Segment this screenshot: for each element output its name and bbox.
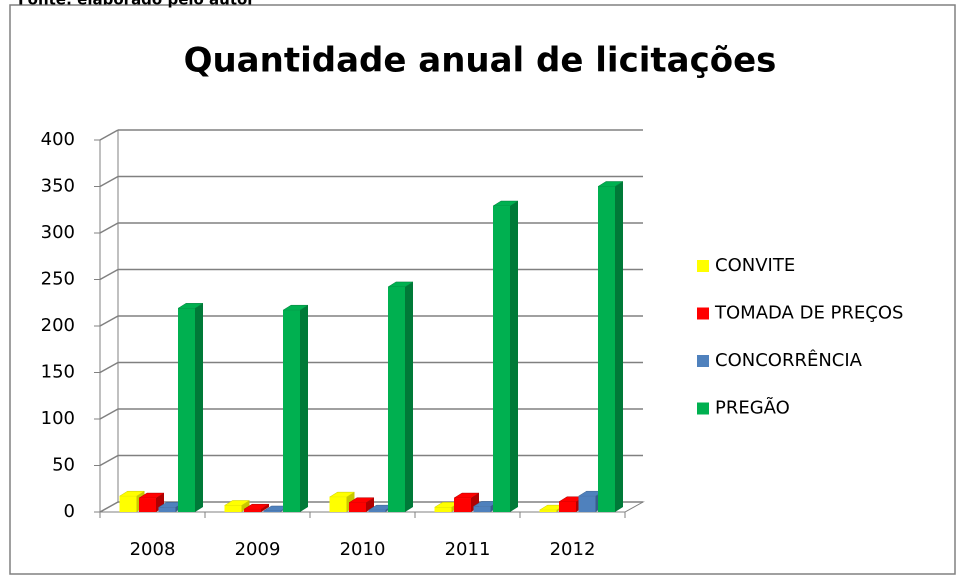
x-tick-label: 2010 [340, 539, 386, 560]
y-tick-label: 0 [64, 501, 75, 522]
legend-label: CONCORRÊNCIA [715, 349, 863, 371]
y-tick-label: 50 [52, 455, 75, 476]
legend-swatch [697, 402, 709, 415]
y-tick-label: 350 [41, 176, 75, 197]
chart-frame [9, 4, 956, 575]
legend-swatch [697, 355, 709, 367]
bar [598, 186, 615, 512]
grid-line-side [99, 501, 119, 513]
bar [434, 507, 452, 512]
bar-side [195, 303, 203, 512]
bar [388, 286, 405, 512]
bar [349, 502, 366, 512]
legend-swatch [697, 260, 709, 272]
legend-label: CONVITE [715, 255, 795, 276]
bar [454, 498, 471, 512]
bar-side [405, 281, 413, 512]
y-tick-label: 300 [41, 222, 75, 243]
bar [493, 206, 510, 512]
grid-line-side [99, 129, 119, 141]
grid-line-side [99, 454, 119, 467]
bar [158, 507, 176, 512]
chart-title: Quantidade anual de licitações [184, 41, 777, 81]
legend-swatch [697, 307, 709, 320]
x-tick-label: 2008 [130, 539, 176, 560]
x-tick-label: 2012 [550, 539, 596, 560]
bar [578, 496, 596, 512]
x-tick-label: 2011 [445, 539, 491, 560]
bar [539, 510, 557, 512]
grid-line-side [99, 268, 119, 281]
grid-line-side [99, 408, 119, 420]
bar [244, 509, 261, 512]
grid-line-side [99, 315, 119, 327]
y-tick-label: 200 [41, 315, 75, 336]
y-tick-label: 150 [41, 362, 75, 383]
bar-side [261, 504, 269, 512]
bar-side [510, 201, 518, 512]
grid-line-side [99, 222, 119, 234]
bar [473, 506, 491, 512]
bar [283, 310, 300, 512]
bar [119, 496, 137, 512]
grid-line-side [99, 175, 119, 188]
bar-side [366, 497, 374, 512]
bar-side [241, 500, 250, 512]
bar [559, 501, 576, 512]
bar [368, 510, 386, 512]
bar-side [300, 305, 308, 512]
bar [263, 511, 281, 512]
legend-label: PREGÃO [715, 397, 790, 419]
legend-label: TOMADA DE PREÇOS [714, 303, 903, 324]
source-note: Fonte: elaborado pelo autor [18, 0, 255, 9]
y-tick-label: 250 [41, 269, 75, 290]
bar [178, 308, 195, 512]
y-tick-label: 400 [41, 129, 75, 150]
grid-line-side [99, 361, 119, 374]
bar [329, 497, 347, 512]
x-tick-label: 2009 [235, 539, 281, 560]
y-tick-label: 100 [41, 408, 75, 429]
bar [139, 498, 156, 512]
bar-side [615, 181, 623, 512]
bar [224, 505, 242, 512]
